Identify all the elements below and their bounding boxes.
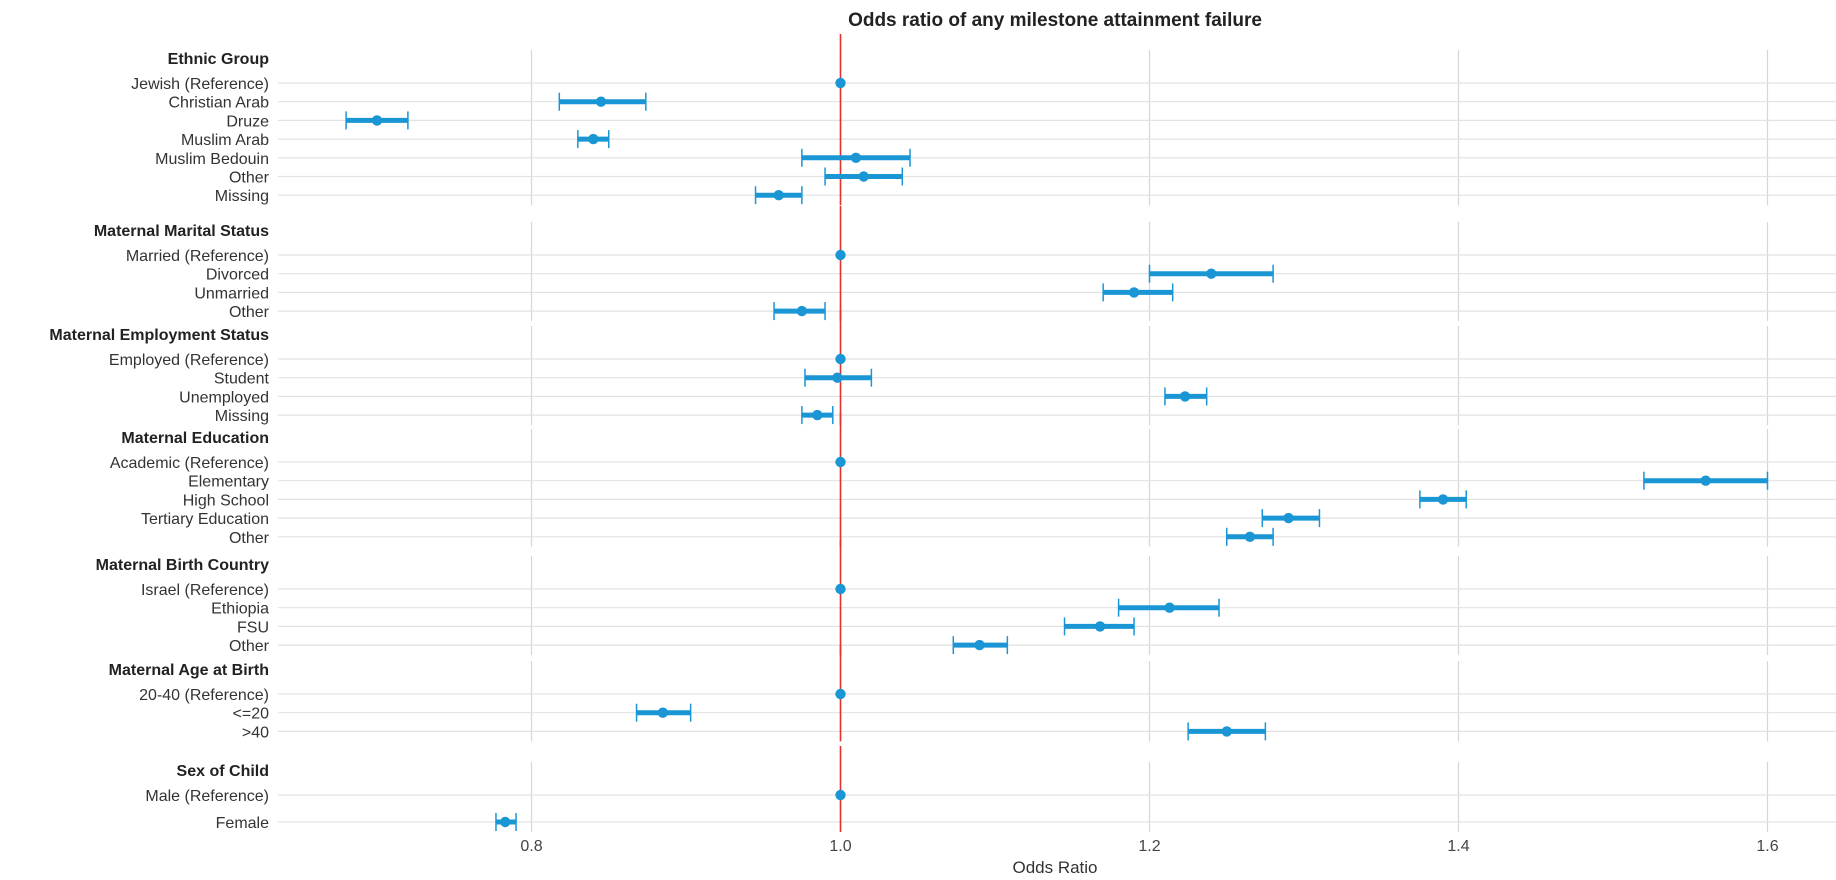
- row-label: Muslim Arab: [181, 132, 269, 149]
- row-label: FSU: [237, 619, 269, 636]
- row-label: Druze: [226, 113, 269, 130]
- point-estimate: [595, 96, 607, 107]
- row-label: Academic (Reference): [110, 455, 269, 472]
- row-label: Male (Reference): [145, 788, 269, 805]
- row-label: Other: [229, 170, 270, 187]
- point-estimate: [850, 152, 862, 163]
- point-estimate: [974, 639, 985, 651]
- row-label: Israel (Reference): [141, 582, 269, 599]
- row-label: 20-40 (Reference): [139, 687, 269, 704]
- point-estimate: [812, 409, 823, 421]
- point-estimate: [1206, 268, 1217, 279]
- row-label-layer: Ethnic Group Jewish (Reference) Christian …: [49, 51, 269, 832]
- x-tick-label: 1.6: [1756, 838, 1778, 855]
- row-label: High School: [183, 492, 269, 509]
- row-label: Married (Reference): [126, 248, 269, 265]
- x-axis-label: Odds Ratio: [1012, 858, 1097, 877]
- point-estimate: [1221, 726, 1232, 737]
- group-header: Maternal Employment Status: [49, 327, 269, 344]
- row-label: Missing: [215, 408, 269, 425]
- row-label: Muslim Bedouin: [155, 151, 269, 168]
- point-estimate: [835, 688, 846, 700]
- group-header: Maternal Education: [121, 430, 269, 447]
- marker-layer: [345, 77, 1769, 831]
- x-tick-label: 1.4: [1447, 838, 1469, 855]
- group-header: Ethnic Group: [168, 51, 270, 68]
- point-estimate: [1179, 391, 1191, 402]
- point-estimate: [657, 707, 669, 718]
- point-estimate: [1244, 531, 1256, 542]
- row-label: Ethiopia: [211, 601, 269, 618]
- point-estimate: [1437, 494, 1449, 505]
- point-estimate: [835, 583, 846, 595]
- group-header: Maternal Age at Birth: [109, 662, 269, 679]
- row-label: Female: [216, 815, 269, 832]
- row-label: Other: [229, 304, 270, 321]
- point-estimate: [500, 816, 511, 828]
- row-label: Unemployed: [179, 389, 269, 406]
- point-estimate: [835, 789, 846, 801]
- row-label: >40: [242, 724, 269, 741]
- row-label: Missing: [215, 188, 269, 205]
- point-estimate: [858, 171, 869, 182]
- point-estimate: [588, 133, 599, 145]
- point-estimate: [1128, 287, 1140, 298]
- row-label: Employed (Reference): [109, 352, 269, 369]
- row-label: Other: [229, 530, 270, 547]
- point-estimate: [835, 249, 846, 261]
- chart-title: Odds ratio of any milestone attainment f…: [848, 10, 1262, 31]
- row-label: Christian Arab: [169, 95, 270, 112]
- row-label: Jewish (Reference): [131, 76, 269, 93]
- point-estimate: [773, 190, 784, 201]
- point-estimate: [1700, 475, 1711, 486]
- row-label: Tertiary Education: [141, 511, 269, 528]
- point-estimate: [835, 456, 846, 468]
- point-estimate: [796, 305, 808, 317]
- point-estimate: [832, 372, 843, 383]
- x-tick-label: 1.0: [829, 838, 851, 855]
- group-header: Sex of Child: [177, 763, 269, 780]
- row-label: Unmarried: [194, 285, 269, 302]
- group-header: Maternal Birth Country: [96, 557, 269, 574]
- point-estimate: [1094, 621, 1106, 632]
- x-tick-label: 1.2: [1138, 838, 1160, 855]
- row-label: Student: [214, 371, 270, 388]
- point-estimate: [1164, 602, 1175, 613]
- point-estimate: [1283, 512, 1294, 524]
- point-estimate: [835, 77, 846, 89]
- point-estimate: [835, 353, 846, 365]
- group-header: Maternal Marital Status: [94, 223, 269, 240]
- grid-layer: [278, 50, 1836, 832]
- row-label: Other: [229, 638, 270, 655]
- row-label: Elementary: [188, 474, 269, 491]
- row-label: Divorced: [206, 267, 269, 284]
- row-label: <=20: [233, 706, 270, 723]
- x-tick-layer: 0.8 1.0 1.2 1.4 1.6: [520, 838, 1778, 855]
- point-estimate: [371, 115, 383, 126]
- x-tick-label: 0.8: [520, 838, 542, 855]
